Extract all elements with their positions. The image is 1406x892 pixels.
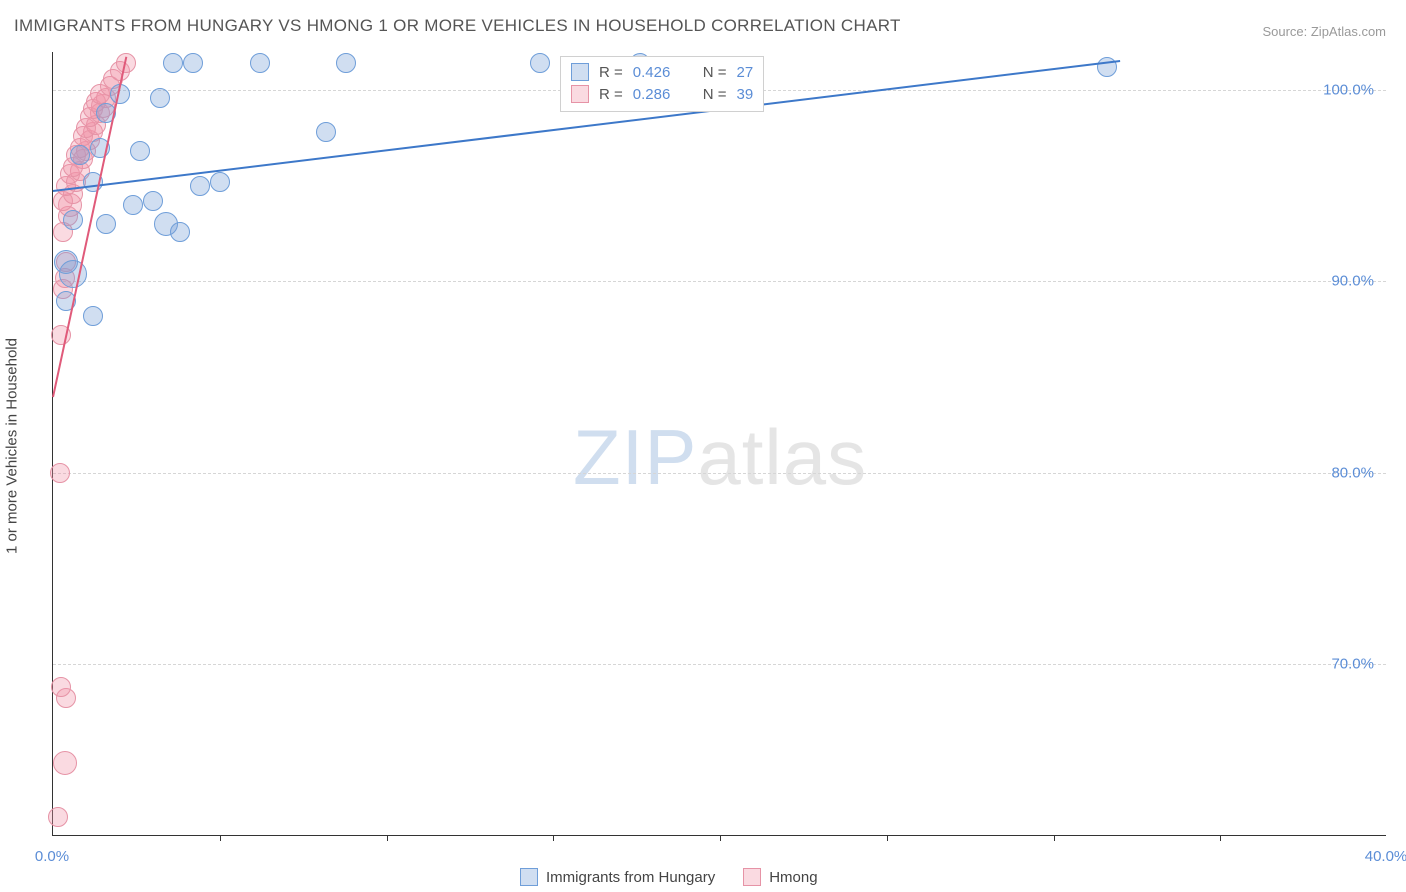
y-tick-label: 100.0%: [1323, 82, 1374, 99]
gridline: [53, 281, 1386, 282]
source-label: Source: ZipAtlas.com: [1262, 24, 1386, 39]
marker-series-a: [96, 214, 116, 234]
x-tick: [553, 835, 554, 841]
swatch-series-b: [571, 85, 589, 103]
marker-series-a: [83, 306, 103, 326]
marker-series-a: [123, 195, 143, 215]
marker-series-a: [70, 145, 90, 165]
n-value-a: 27: [737, 64, 754, 81]
r-label: R =: [599, 64, 623, 81]
gridline: [53, 664, 1386, 665]
stats-row-b: R = 0.286 N = 39: [571, 83, 753, 105]
marker-series-a: [210, 172, 230, 192]
marker-series-a: [183, 53, 203, 73]
marker-series-a: [170, 222, 190, 242]
x-tick: [1054, 835, 1055, 841]
marker-series-b: [51, 677, 71, 697]
marker-series-a: [316, 122, 336, 142]
stats-row-a: R = 0.426 N = 27: [571, 61, 753, 83]
plot-area: ZIPatlas 70.0% 80.0% 90.0% 100.0%: [52, 52, 1386, 836]
legend-label-a: Immigrants from Hungary: [546, 869, 715, 886]
x-tick: [1220, 835, 1221, 841]
chart-title: IMMIGRANTS FROM HUNGARY VS HMONG 1 OR MO…: [14, 16, 901, 36]
r-label: R =: [599, 86, 623, 103]
stats-box: R = 0.426 N = 27 R = 0.286 N = 39: [560, 56, 764, 112]
legend-label-b: Hmong: [769, 869, 817, 886]
swatch-series-a: [571, 63, 589, 81]
legend: Immigrants from Hungary Hmong: [520, 868, 818, 886]
y-tick-label: 70.0%: [1331, 655, 1374, 672]
swatch-series-a: [520, 868, 538, 886]
marker-series-a: [130, 141, 150, 161]
x-tick: [887, 835, 888, 841]
y-axis-label: 1 or more Vehicles in Household: [4, 338, 21, 554]
x-tick-label-left: 0.0%: [35, 848, 69, 865]
marker-series-a: [250, 53, 270, 73]
swatch-series-b: [743, 868, 761, 886]
marker-series-a: [143, 191, 163, 211]
marker-series-b: [48, 807, 68, 827]
r-value-b: 0.286: [633, 86, 687, 103]
watermark-atlas: atlas: [697, 413, 867, 501]
watermark-zip: ZIP: [573, 413, 697, 501]
x-tick: [387, 835, 388, 841]
r-value-a: 0.426: [633, 64, 687, 81]
n-label: N =: [703, 64, 727, 81]
n-label: N =: [703, 86, 727, 103]
n-value-b: 39: [737, 86, 754, 103]
legend-item-b: Hmong: [743, 868, 817, 886]
x-tick: [720, 835, 721, 841]
legend-item-a: Immigrants from Hungary: [520, 868, 715, 886]
marker-series-a: [150, 88, 170, 108]
marker-series-b: [53, 751, 77, 775]
x-tick-label-right: 40.0%: [1365, 848, 1406, 865]
y-tick-label: 90.0%: [1331, 273, 1374, 290]
watermark: ZIPatlas: [573, 412, 867, 503]
marker-series-a: [530, 53, 550, 73]
marker-series-a: [336, 53, 356, 73]
x-tick: [220, 835, 221, 841]
marker-series-a: [163, 53, 183, 73]
gridline: [53, 473, 1386, 474]
marker-series-b: [50, 463, 70, 483]
y-tick-label: 80.0%: [1331, 464, 1374, 481]
marker-series-a: [190, 176, 210, 196]
marker-series-a: [63, 210, 83, 230]
marker-series-a: [59, 260, 87, 288]
